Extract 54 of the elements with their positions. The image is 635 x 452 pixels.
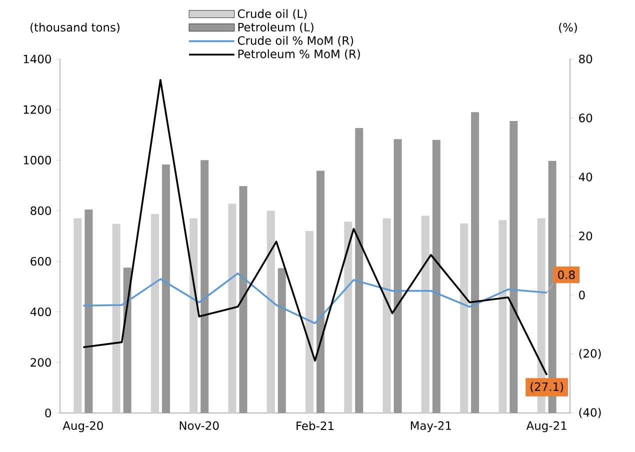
y2-tick-label: 60 [579, 114, 592, 122]
bar [306, 230, 314, 413]
y-tick-label: 200 [30, 358, 51, 367]
bar [84, 209, 93, 413]
x-tick-label: May-21 [410, 421, 451, 432]
bar [112, 224, 120, 413]
bar [394, 139, 402, 413]
legend-label: Petroleum (L) [238, 22, 314, 33]
y2-tick-label: (20) [579, 348, 601, 360]
bar [498, 220, 507, 413]
bar [432, 140, 440, 413]
legend-label: Petroleum % MoM (R) [238, 49, 360, 60]
bar [421, 216, 430, 413]
x-tick-label: Aug-20 [62, 421, 103, 432]
y-tick-label: 1400 [24, 54, 51, 64]
y2-tick-label: 80 [579, 54, 592, 64]
bar [74, 218, 82, 413]
y-tick-label: 0 [45, 408, 51, 418]
y-tick-label: 1200 [24, 105, 51, 114]
bar [382, 218, 391, 413]
bar [460, 223, 468, 413]
y-tick-label: 600 [30, 256, 51, 266]
x-tick-label: Feb-21 [296, 421, 334, 430]
bar [123, 268, 132, 413]
line-series [82, 272, 548, 324]
bar [190, 218, 198, 413]
bar [162, 164, 170, 413]
y2-tick-label: 20 [579, 232, 592, 240]
y-axis-title: (thousand tons) [30, 22, 120, 33]
x-tick-label: Nov-20 [180, 421, 219, 430]
x-tick-label: Aug-21 [526, 421, 566, 432]
y-tick-label: 1000 [24, 156, 51, 164]
y-tick-label: 800 [30, 206, 51, 216]
bar [239, 186, 248, 413]
bar [150, 214, 159, 413]
data-label: (27.1) [530, 382, 564, 392]
data-label: 0.8 [558, 270, 575, 280]
bar [200, 160, 209, 413]
y2-tick-label: (40) [579, 408, 601, 418]
bar [471, 112, 480, 413]
legend-label: Crude oil (L) [238, 9, 307, 20]
bar [316, 170, 325, 413]
bar [355, 128, 364, 413]
bar [344, 222, 352, 413]
y2-tick-label: 0 [579, 290, 585, 300]
y-tick-label: 400 [30, 308, 51, 316]
y2-tick-label: 40 [578, 172, 592, 182]
line-series [82, 79, 548, 376]
legend-label: Crude oil % MoM (R) [238, 36, 354, 46]
y2-axis-title: (%) [559, 22, 577, 33]
bar [228, 204, 236, 413]
bar [510, 120, 518, 413]
bar [278, 268, 286, 413]
bar [266, 210, 275, 413]
